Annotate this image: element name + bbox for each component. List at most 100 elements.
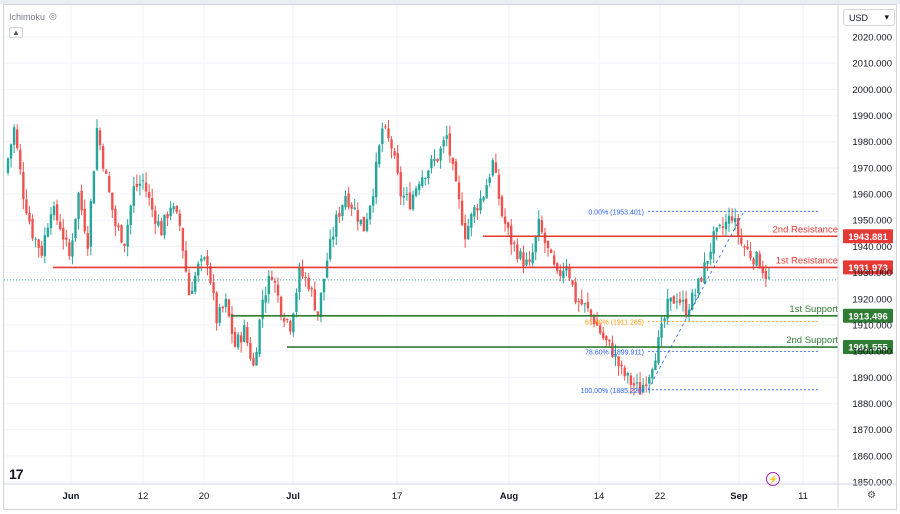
candle-body bbox=[114, 208, 117, 227]
candle-body bbox=[151, 198, 154, 210]
candle-body bbox=[442, 140, 445, 147]
candle-body bbox=[746, 246, 749, 250]
candle-body bbox=[34, 238, 37, 240]
candle-body bbox=[749, 250, 752, 258]
candle-body bbox=[184, 250, 188, 272]
candle-body bbox=[436, 158, 439, 162]
candle-body bbox=[298, 266, 301, 293]
candle-body bbox=[215, 292, 218, 324]
candle-body bbox=[617, 356, 620, 367]
candle-body bbox=[74, 218, 77, 239]
candle-body bbox=[289, 321, 292, 332]
candle-body bbox=[12, 127, 16, 145]
candle-body bbox=[485, 185, 488, 199]
candle-body bbox=[104, 170, 108, 174]
candle-body bbox=[691, 292, 694, 310]
candle-body bbox=[405, 194, 409, 196]
candle-body bbox=[583, 303, 587, 305]
candle-body bbox=[411, 194, 415, 210]
time-tick-label: 12 bbox=[138, 491, 149, 502]
candle-body bbox=[467, 225, 470, 240]
candle-body bbox=[178, 213, 182, 226]
candle-body bbox=[160, 221, 163, 236]
collapse-legend-button[interactable]: ▲ bbox=[9, 27, 23, 38]
candle-body bbox=[252, 357, 255, 366]
indicator-legend[interactable]: Ichimoku ◎ bbox=[9, 11, 57, 22]
candle-body bbox=[381, 128, 384, 145]
price-axis: 2020.000 2010.000 2000.000 1990.000 1980.000… bbox=[837, 5, 892, 508]
candle-body bbox=[230, 314, 234, 334]
candle-body bbox=[534, 236, 537, 253]
level-price-tag bbox=[843, 340, 893, 355]
candle-body bbox=[43, 235, 47, 257]
candle-body bbox=[503, 216, 507, 224]
candle-body bbox=[718, 225, 722, 227]
candle-body bbox=[687, 309, 691, 316]
candle-body bbox=[347, 193, 350, 208]
candle-body bbox=[497, 174, 501, 199]
fib-level-label: 61.80% (1911.265) bbox=[585, 320, 644, 327]
indicator-name: Ichimoku bbox=[9, 11, 46, 22]
candle-body bbox=[95, 128, 99, 170]
candle-body bbox=[654, 360, 657, 371]
level-overlays: 2nd Resistance 1943.881 1st Resistance 1931… bbox=[4, 209, 893, 395]
candle-body bbox=[374, 161, 378, 198]
candle-body bbox=[463, 223, 467, 240]
candle-body bbox=[724, 221, 728, 230]
lightning-icon[interactable]: ⚡ bbox=[766, 472, 780, 486]
time-tick-label: 22 bbox=[655, 491, 666, 502]
level-price-label: 1943.881 bbox=[848, 232, 888, 243]
candle-body bbox=[221, 306, 224, 309]
level-name-label: 2nd Resistance bbox=[773, 224, 838, 235]
tradingview-logo-icon[interactable]: 17 bbox=[9, 466, 24, 482]
candle-body bbox=[571, 280, 574, 285]
candle-body bbox=[568, 267, 571, 279]
candle-body bbox=[68, 242, 71, 257]
candle-body bbox=[52, 206, 56, 216]
candle-body bbox=[25, 199, 28, 214]
candle-body bbox=[669, 297, 672, 302]
chevron-up-icon: ▲ bbox=[12, 28, 20, 37]
candle-body bbox=[135, 183, 139, 187]
price-tick-label: 1960.000 bbox=[852, 190, 892, 201]
candle-body bbox=[37, 239, 40, 248]
fib-level-label: 78.60% (1899.911) bbox=[585, 349, 644, 356]
candle-body bbox=[743, 246, 746, 248]
candle-body bbox=[651, 369, 654, 379]
candle-body bbox=[77, 192, 80, 219]
eye-slash-icon[interactable]: ◎ bbox=[49, 11, 57, 21]
candle-body bbox=[98, 130, 102, 146]
candle-body bbox=[301, 267, 304, 277]
candle-body bbox=[338, 212, 341, 217]
candle-body bbox=[31, 218, 34, 239]
candle-body bbox=[46, 227, 50, 237]
candle-body bbox=[335, 214, 338, 237]
candle-body bbox=[675, 301, 679, 303]
fib-level-label: 0.00% (1953.401) bbox=[588, 209, 644, 216]
candle-body bbox=[233, 331, 237, 347]
candle-body bbox=[319, 292, 323, 318]
candle-body bbox=[620, 364, 623, 367]
candle-body bbox=[92, 171, 96, 204]
level-name-label: 1st Support bbox=[789, 304, 838, 315]
candle-body bbox=[126, 224, 129, 247]
candle-body bbox=[488, 177, 491, 183]
currency-selector[interactable]: USD ▾ bbox=[843, 9, 895, 26]
time-tick-label: 20 bbox=[199, 491, 210, 502]
candle-body bbox=[506, 222, 510, 228]
candle-body bbox=[258, 319, 261, 355]
candle-body bbox=[157, 221, 160, 226]
settings-icon[interactable]: ⚙ bbox=[867, 490, 876, 501]
price-tick-label: 1920.000 bbox=[852, 294, 892, 305]
candle-body bbox=[264, 295, 267, 303]
candle-body bbox=[236, 334, 240, 348]
candle-body bbox=[700, 277, 703, 282]
candle-body bbox=[414, 188, 418, 196]
candle-body bbox=[239, 335, 243, 343]
chart-frame bbox=[3, 4, 897, 510]
candle-body bbox=[304, 276, 307, 278]
candle-body bbox=[500, 196, 504, 217]
candle-body bbox=[9, 144, 13, 159]
candle-body bbox=[439, 148, 442, 161]
